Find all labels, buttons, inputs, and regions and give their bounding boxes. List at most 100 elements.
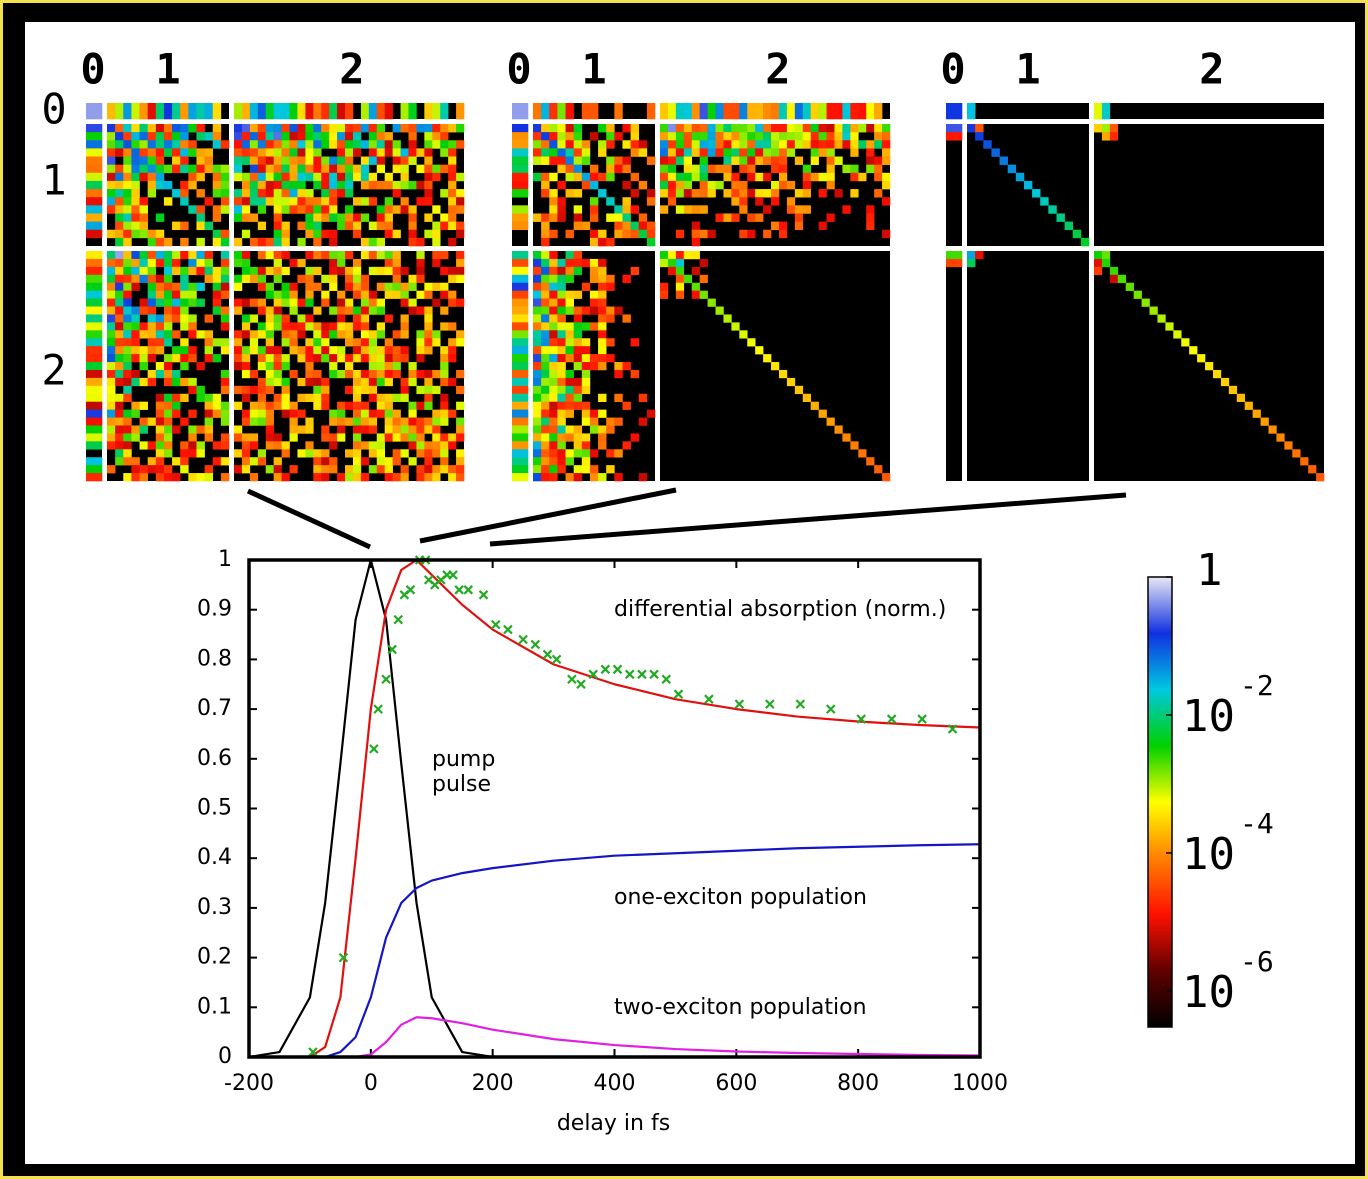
matrix-cell (557, 354, 566, 363)
scatter-point (649, 669, 659, 680)
matrix-cell (581, 306, 591, 315)
matrix-cell (155, 401, 165, 410)
matrix-cell (755, 124, 764, 133)
matrix-cell (408, 441, 417, 450)
matrix-cell (172, 148, 181, 157)
matrix-cell (400, 290, 409, 299)
matrix-cell (131, 425, 140, 434)
matrix-cell (699, 140, 708, 149)
matrix-cell (257, 330, 267, 339)
matrix-cell (606, 417, 615, 426)
colorbar: 110-210-410-6 (1147, 545, 1274, 1028)
matrix-cell (147, 251, 157, 260)
matrix-cell (573, 266, 583, 276)
matrix-cell (234, 338, 243, 347)
matrix-cell (86, 401, 103, 410)
matrix-cell (589, 425, 599, 434)
matrix-cell (541, 473, 550, 482)
matrix-cell (384, 229, 393, 239)
matrix-cell (416, 346, 425, 355)
matrix-cell (305, 441, 314, 450)
matrix-cell (512, 189, 529, 198)
matrix-cell (241, 229, 251, 239)
matrix-cell (123, 124, 132, 133)
matrix-cell (660, 258, 669, 268)
matrix-cell (667, 148, 677, 157)
matrix-cell (147, 457, 157, 466)
matrix-cell (691, 237, 700, 247)
matrix-cell (581, 156, 591, 165)
matrix-cell (731, 172, 740, 182)
matrix-cell (329, 156, 338, 165)
matrix-cell (456, 298, 465, 307)
matrix-cell (212, 172, 222, 182)
matrix-cell (416, 401, 425, 410)
matrix-cell (241, 362, 251, 371)
matrix-cell (408, 124, 417, 133)
matrix-cell (204, 103, 214, 120)
matrix-cell (321, 401, 330, 410)
matrix-cell (241, 354, 251, 363)
matrix-cell (755, 172, 764, 182)
matrix-cell (241, 393, 251, 402)
matrix-cell (731, 189, 740, 198)
matrix-cell (448, 354, 457, 363)
matrix-cell (273, 465, 282, 474)
matrix-cell (321, 274, 330, 284)
matrix-cell (826, 132, 835, 141)
matrix-cell (257, 322, 267, 331)
matrix-cell (731, 156, 740, 165)
matrix-cell (573, 251, 583, 260)
matrix-cell (557, 362, 566, 371)
annotation: differential absorption (norm.) (614, 597, 946, 622)
matrix-cell (147, 346, 157, 355)
matrix-block (946, 124, 962, 246)
matrix-cell (139, 156, 148, 165)
row-label: 1 (41, 156, 66, 205)
matrix-cell (345, 251, 354, 260)
matrix-cell (691, 251, 700, 260)
matrix-cell (115, 237, 124, 247)
matrix-cell (249, 314, 259, 323)
matrix-cell (257, 282, 267, 291)
matrix-cell (368, 251, 378, 260)
matrix-cell (533, 433, 542, 442)
matrix-cell (606, 314, 615, 323)
matrix-cell (541, 180, 550, 190)
matrix-cell (557, 346, 566, 355)
matrix-cell (313, 465, 322, 474)
matrix-cell (265, 237, 274, 247)
matrix-cell (131, 266, 140, 276)
matrix-cell (384, 377, 393, 387)
matrix-cell (345, 322, 354, 331)
matrix-cell (86, 140, 103, 149)
matrix-cell (739, 180, 748, 190)
matrix-cell (321, 140, 330, 149)
matrix-cell (432, 449, 441, 458)
matrix-cell (723, 140, 732, 149)
matrix-cell (155, 156, 165, 165)
matrix-cell (352, 282, 362, 291)
matrix-cell (432, 338, 441, 347)
matrix-cell (533, 441, 542, 450)
matrix-cell (512, 274, 529, 284)
matrix-cell (273, 346, 282, 355)
matrix-cell (352, 425, 362, 434)
matrix-cell (416, 266, 425, 276)
matrix-cell (699, 164, 708, 174)
matrix-cell (400, 180, 409, 190)
matrix-cell (163, 433, 173, 442)
matrix-cell (368, 377, 378, 387)
matrix-cell (147, 306, 157, 315)
matrix-cell (281, 282, 290, 291)
matrix-cell (131, 251, 140, 260)
matrix-cell (731, 124, 740, 133)
matrix-cell (289, 164, 298, 174)
matrix-cell (180, 377, 189, 387)
matrix-cell (675, 290, 685, 299)
matrix-cell (440, 103, 449, 120)
matrix-cell (273, 377, 282, 387)
matrix-cell (392, 189, 401, 198)
matrix-cell (220, 346, 230, 355)
matrix-cell (196, 103, 205, 120)
